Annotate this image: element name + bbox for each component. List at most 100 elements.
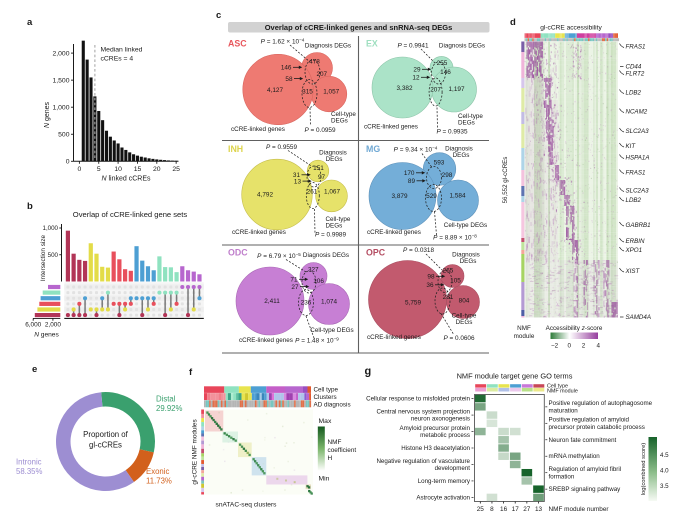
svg-text:formation: formation [549,473,575,480]
svg-text:Central nervous system project: Central nervous system projection [376,409,470,416]
svg-text:0: 0 [78,166,82,173]
svg-text:1,000: 1,000 [43,225,59,232]
svg-text:gl-cCREs: gl-cCREs [89,441,122,450]
svg-text:Neuron fate commitment: Neuron fate commitment [549,437,617,444]
svg-text:development: development [435,465,471,472]
svg-text:Amyloid precursor protein: Amyloid precursor protein [400,425,471,432]
svg-text:Cellular response to misfolded: Cellular response to misfolded protein [366,396,470,403]
svg-text:56,552 gl-cCREs: 56,552 gl-cCREs [502,157,509,204]
svg-text:P = 0.0606: P = 0.0606 [443,335,475,342]
svg-text:Diagnosis DEGs: Diagnosis DEGs [303,252,349,259]
svg-text:ODC: ODC [228,248,248,258]
svg-text:Cell-type DEGs: Cell-type DEGs [444,222,487,229]
svg-text:coefficient: coefficient [328,447,357,454]
svg-text:SLC2A3: SLC2A3 [626,188,650,195]
svg-text:H: H [328,455,333,462]
svg-text:Median linked: Median linked [101,47,143,54]
svg-text:11.73%: 11.73% [146,477,172,486]
svg-text:b: b [27,201,33,212]
svg-text:precursor protein catabolic pr: precursor protein catabolic process [549,424,645,431]
svg-text:Proportion of: Proportion of [83,430,128,439]
svg-text:4,792: 4,792 [257,192,273,199]
svg-text:XPO1: XPO1 [625,247,643,254]
svg-text:327: 327 [308,267,319,274]
svg-text:3.5: 3.5 [660,483,669,490]
svg-text:8: 8 [490,506,494,513]
svg-text:N genes: N genes [34,332,59,339]
svg-text:5: 5 [97,166,101,173]
svg-text:cCREs = 4: cCREs = 4 [101,56,134,63]
svg-text:FRAS1: FRAS1 [626,170,646,177]
svg-text:58: 58 [285,76,293,83]
svg-text:1,067: 1,067 [324,189,340,196]
svg-text:Overlap of cCRE-linked genes a: Overlap of cCRE-linked genes and snRNA-s… [265,23,453,32]
svg-text:cCRE-linked genes: cCRE-linked genes [239,337,293,344]
svg-text:FLRT2: FLRT2 [626,71,645,78]
svg-text:25: 25 [477,506,485,513]
svg-text:261: 261 [307,189,318,196]
svg-text:Regulation of amyloid fibril: Regulation of amyloid fibril [549,466,622,473]
svg-text:Accessibility z-score: Accessibility z-score [546,325,603,332]
svg-text:d: d [510,17,516,28]
svg-text:0: 0 [568,343,572,350]
svg-text:Intersection size: Intersection size [40,234,47,281]
svg-text:478: 478 [309,59,320,66]
svg-text:DEGs: DEGs [326,223,343,230]
svg-text:gl-cCRE accessibility: gl-cCRE accessibility [540,25,602,32]
svg-text:cCRE-linked genes: cCRE-linked genes [367,334,421,341]
svg-text:module: module [514,333,535,340]
svg-text:Positive regulation of autopha: Positive regulation of autophagosome [549,400,653,407]
svg-text:cCRE-linked genes: cCRE-linked genes [232,229,286,236]
svg-text:Diagnosis DEGs: Diagnosis DEGs [439,43,485,50]
svg-text:89: 89 [408,178,416,185]
svg-text:DEGs: DEGs [458,120,475,127]
svg-text:f: f [189,367,193,378]
svg-text:4.5: 4.5 [660,452,669,459]
svg-text:AD diagnosis: AD diagnosis [314,402,351,409]
svg-text:6,000: 6,000 [25,322,41,329]
svg-text:1,000: 1,000 [52,105,69,112]
svg-text:4.0: 4.0 [660,468,669,475]
svg-text:1,197: 1,197 [449,86,465,93]
svg-text:804: 804 [459,298,470,305]
svg-text:DEGs: DEGs [456,319,473,326]
svg-text:0: 0 [66,159,70,166]
svg-text:P = 8.89 × 10−8: P = 8.89 × 10−8 [433,233,477,241]
svg-text:SAMD4A: SAMD4A [626,314,651,321]
svg-text:Intronic: Intronic [16,458,42,467]
svg-text:OPC: OPC [366,248,386,258]
svg-text:Positive regulation of amyloid: Positive regulation of amyloid [549,417,630,424]
svg-text:255: 255 [437,60,448,67]
svg-text:170: 170 [404,170,415,177]
svg-text:315: 315 [302,89,313,96]
svg-text:NMF module number: NMF module number [549,506,610,513]
svg-text:P = 0.9935: P = 0.9935 [436,129,468,136]
svg-text:Cell type: Cell type [314,387,339,394]
svg-text:16: 16 [500,506,508,513]
svg-text:NMF module: NMF module [547,389,578,395]
svg-text:CD44: CD44 [626,64,642,71]
svg-text:13: 13 [294,178,302,185]
svg-text:58.35%: 58.35% [16,467,43,476]
svg-text:4,127: 4,127 [267,87,283,94]
svg-text:ASC: ASC [228,39,247,49]
svg-text:DEGs: DEGs [460,258,477,265]
svg-text:2,000: 2,000 [52,50,69,57]
svg-text:17: 17 [512,506,520,513]
svg-text:Distal: Distal [156,395,176,404]
svg-text:NMF: NMF [517,325,531,332]
svg-text:146: 146 [281,65,292,72]
svg-text:P = 1.48 × 10−9: P = 1.48 × 10−9 [295,336,339,344]
svg-text:P = 0.9559: P = 0.9559 [266,144,298,151]
svg-text:LDB2: LDB2 [626,197,642,204]
svg-text:4: 4 [596,343,600,350]
svg-text:GABRB1: GABRB1 [626,222,651,229]
svg-text:gl-cCRE NMF modules: gl-cCRE NMF modules [192,419,199,484]
svg-text:cCRE-linked genes: cCRE-linked genes [364,124,418,131]
svg-text:Diagnosis DEGs: Diagnosis DEGs [305,43,351,50]
svg-text:298: 298 [442,172,453,179]
svg-text:146: 146 [440,69,451,76]
svg-text:P = 0.9941: P = 0.9941 [397,42,429,49]
svg-text:1,584: 1,584 [450,193,466,200]
svg-text:HSPA1A: HSPA1A [626,155,650,162]
